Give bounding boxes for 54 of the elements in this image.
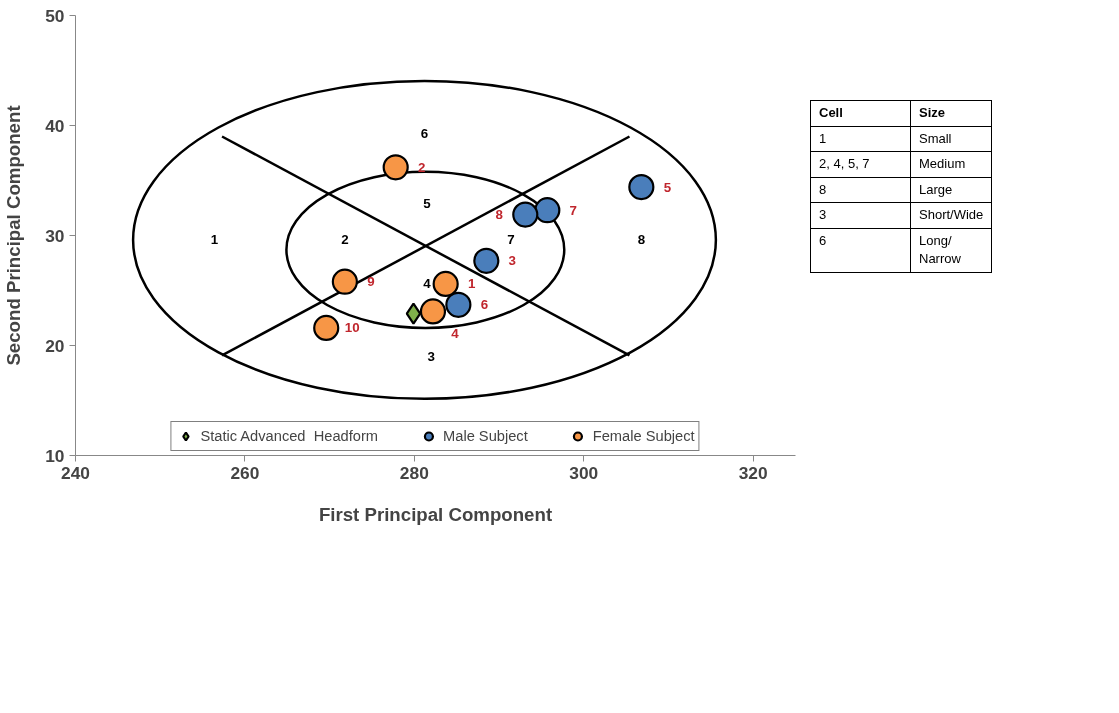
y-tick-label: 40 bbox=[45, 115, 65, 136]
text: 2, 4, 5, 7 bbox=[810, 151, 911, 178]
point bbox=[473, 247, 500, 274]
annotation: 6 bbox=[420, 125, 429, 141]
legend-label: Female Subject bbox=[592, 427, 695, 446]
point bbox=[432, 270, 459, 297]
point bbox=[313, 314, 340, 341]
annotation: 3 bbox=[508, 253, 517, 269]
y-tick-label: 30 bbox=[45, 225, 65, 246]
annotation: 9 bbox=[367, 274, 375, 290]
annotation: 8 bbox=[495, 207, 503, 223]
annotation: 1 bbox=[467, 276, 476, 292]
text: Small bbox=[910, 126, 992, 152]
annotation: 7 bbox=[507, 232, 515, 248]
annotation: 3 bbox=[427, 349, 435, 364]
legend-label: Static Advanced Headform bbox=[200, 427, 379, 446]
point bbox=[405, 302, 422, 325]
annotation: 4 bbox=[423, 276, 432, 292]
point bbox=[331, 268, 358, 295]
point bbox=[628, 174, 655, 201]
annotation: 2 bbox=[417, 159, 426, 175]
x-tick-label: 280 bbox=[399, 462, 429, 483]
y-axis-title: Second Principal Component bbox=[3, 105, 25, 366]
annotation: 5 bbox=[423, 196, 432, 212]
text: Cell bbox=[810, 100, 911, 127]
text: Large bbox=[910, 177, 992, 203]
text: Medium bbox=[910, 151, 992, 178]
annotation: 4 bbox=[451, 325, 460, 341]
x-tick-label: 320 bbox=[738, 462, 768, 483]
point bbox=[512, 201, 539, 228]
legend-label: Male Subject bbox=[443, 427, 528, 446]
text: 3 bbox=[810, 202, 911, 229]
annotation: 7 bbox=[569, 202, 578, 218]
annotation: 2 bbox=[341, 232, 349, 248]
annotation: 5 bbox=[663, 179, 672, 195]
x-tick-label: 300 bbox=[569, 462, 599, 483]
x-axis-title: First Principal Component bbox=[318, 503, 553, 525]
text: Short/Wide bbox=[910, 202, 992, 229]
annotation: 8 bbox=[637, 232, 646, 248]
annotation: 1 bbox=[210, 232, 219, 248]
point bbox=[534, 197, 561, 224]
text: 8 bbox=[810, 177, 911, 203]
point bbox=[419, 298, 447, 325]
text: Size bbox=[910, 100, 992, 127]
x-tick-label: 260 bbox=[230, 462, 260, 483]
y-tick-label: 20 bbox=[45, 335, 65, 356]
point bbox=[382, 154, 409, 181]
annotation: 10 bbox=[344, 320, 360, 336]
point bbox=[445, 291, 472, 318]
text: Long/ Narrow bbox=[910, 228, 992, 273]
text: 1 bbox=[810, 126, 911, 152]
text: 6 bbox=[810, 228, 911, 273]
annotation: 6 bbox=[480, 297, 489, 313]
y-tick-label: 50 bbox=[45, 5, 65, 26]
